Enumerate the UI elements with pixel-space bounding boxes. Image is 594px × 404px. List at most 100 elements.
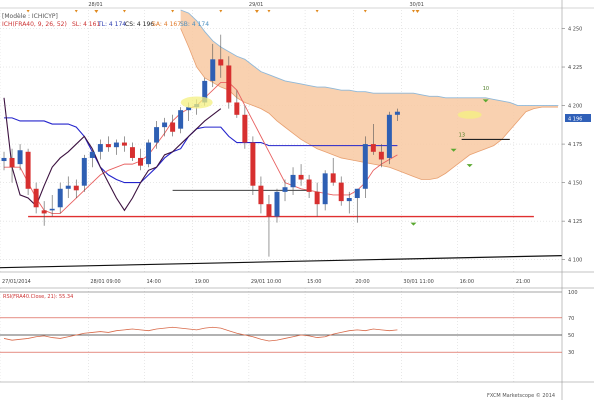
candle-body <box>218 59 224 66</box>
candle-body <box>362 144 368 189</box>
rsi-panel: 100 70 50 30 <box>0 290 578 356</box>
date-marker-label: 30/01 <box>409 2 423 8</box>
last-price-text: 4 196 <box>568 117 582 123</box>
date-marker-label: 29/01 <box>249 2 263 8</box>
rsi-tick-label: 100 <box>568 290 578 296</box>
rsi-tick-label: 50 <box>568 333 574 339</box>
cs-value: CS: 4 196 <box>125 21 154 28</box>
sa-value: SA: 4 167 <box>152 21 181 28</box>
candle-body <box>202 80 208 103</box>
candle-body <box>394 111 400 115</box>
signal-arrow <box>482 99 489 103</box>
candle-body <box>346 198 352 202</box>
candle-body <box>282 187 288 192</box>
candle-body <box>9 157 15 168</box>
candle-body <box>41 210 47 214</box>
candle-body <box>330 173 336 183</box>
hour-marker <box>267 10 271 13</box>
sl-value: SL: 4 161 <box>72 21 100 28</box>
y-tick-label: 4 125 <box>568 219 582 225</box>
candle-body <box>1 157 7 162</box>
ichimoku-label: ICH(FRA40, 9, 26, 52) <box>2 21 67 28</box>
x-tick-label: 29/01 10:00 <box>251 279 281 285</box>
signal-arrow <box>450 148 457 152</box>
candle-body <box>97 144 103 152</box>
candle-body <box>290 174 296 188</box>
candle-body <box>146 142 152 165</box>
candle-body <box>234 102 240 115</box>
candle-body <box>105 144 111 148</box>
candle-body <box>322 173 328 205</box>
date-marker-label: 28/01 <box>88 2 102 8</box>
candle-body <box>370 144 376 152</box>
candle-body <box>354 188 360 199</box>
candle-body <box>25 151 31 189</box>
candle-body <box>306 179 312 192</box>
date-marker-arrow <box>254 10 259 13</box>
long-term-trend-line <box>0 254 563 269</box>
candle-body <box>57 188 63 208</box>
candle-body <box>378 151 384 160</box>
candle-body <box>242 114 248 143</box>
candle-body <box>170 122 176 132</box>
candle-body <box>314 191 320 205</box>
x-tick-label: 20:00 <box>355 279 369 285</box>
candle-body <box>89 151 95 158</box>
x-tick-label: 16:00 <box>460 279 474 285</box>
senkou-b-line <box>180 9 558 107</box>
hour-marker <box>74 10 78 13</box>
x-tick-label: 28/01 09:00 <box>90 279 120 285</box>
highlight-ellipse <box>180 96 213 109</box>
candle-body <box>154 127 160 143</box>
candle-body <box>113 142 119 148</box>
signal-arrow <box>466 164 473 168</box>
date-marker-arrow <box>94 10 99 13</box>
highlight-ellipse <box>457 110 482 119</box>
candle-body <box>178 110 184 129</box>
rsi-tick-label: 30 <box>568 350 574 356</box>
candle-body <box>73 185 79 191</box>
footer-copyright: FXCM Marketscope © 2014 <box>487 392 555 399</box>
candle-body <box>17 150 23 165</box>
candle-body <box>338 182 344 202</box>
signal-count-label: 13 <box>459 132 465 138</box>
candle-body <box>129 147 135 158</box>
model-label: [Modèle : ICHICYP] <box>2 13 58 20</box>
y-tick-label: 4 100 <box>568 258 582 264</box>
chikou-span-line <box>3 97 222 212</box>
candle-body <box>138 157 143 166</box>
candle-body <box>298 174 304 180</box>
candle-body <box>386 114 392 158</box>
cloud-area <box>180 10 558 180</box>
candles <box>1 34 400 257</box>
hour-marker <box>122 10 126 13</box>
annotations: 10 13 <box>180 86 489 226</box>
candle-body <box>274 191 280 217</box>
hour-marker <box>219 10 223 13</box>
y-tick-label: 4 150 <box>568 181 582 187</box>
candle-body <box>210 59 216 81</box>
candle-body <box>49 208 55 211</box>
y-tick-label: 4 225 <box>568 65 582 71</box>
signal-arrow <box>410 222 417 226</box>
hour-marker <box>315 10 319 13</box>
candle-body <box>162 122 168 128</box>
sb-value: SB: 4 174 <box>180 21 209 28</box>
rsi-line <box>3 326 398 342</box>
hour-marker <box>26 10 30 13</box>
candle-body <box>250 142 256 186</box>
date-marker-arrow <box>415 10 420 13</box>
y-tick-label: 4 250 <box>568 26 582 32</box>
hour-marker <box>411 10 415 13</box>
kijun-sen-line <box>4 117 398 184</box>
candle-body <box>258 185 264 205</box>
hour-marker <box>171 10 175 13</box>
y-tick-label: 4 175 <box>568 142 582 148</box>
candle-body <box>81 157 87 186</box>
hour-marker <box>363 10 367 13</box>
rsi-tick-label: 70 <box>568 316 574 322</box>
